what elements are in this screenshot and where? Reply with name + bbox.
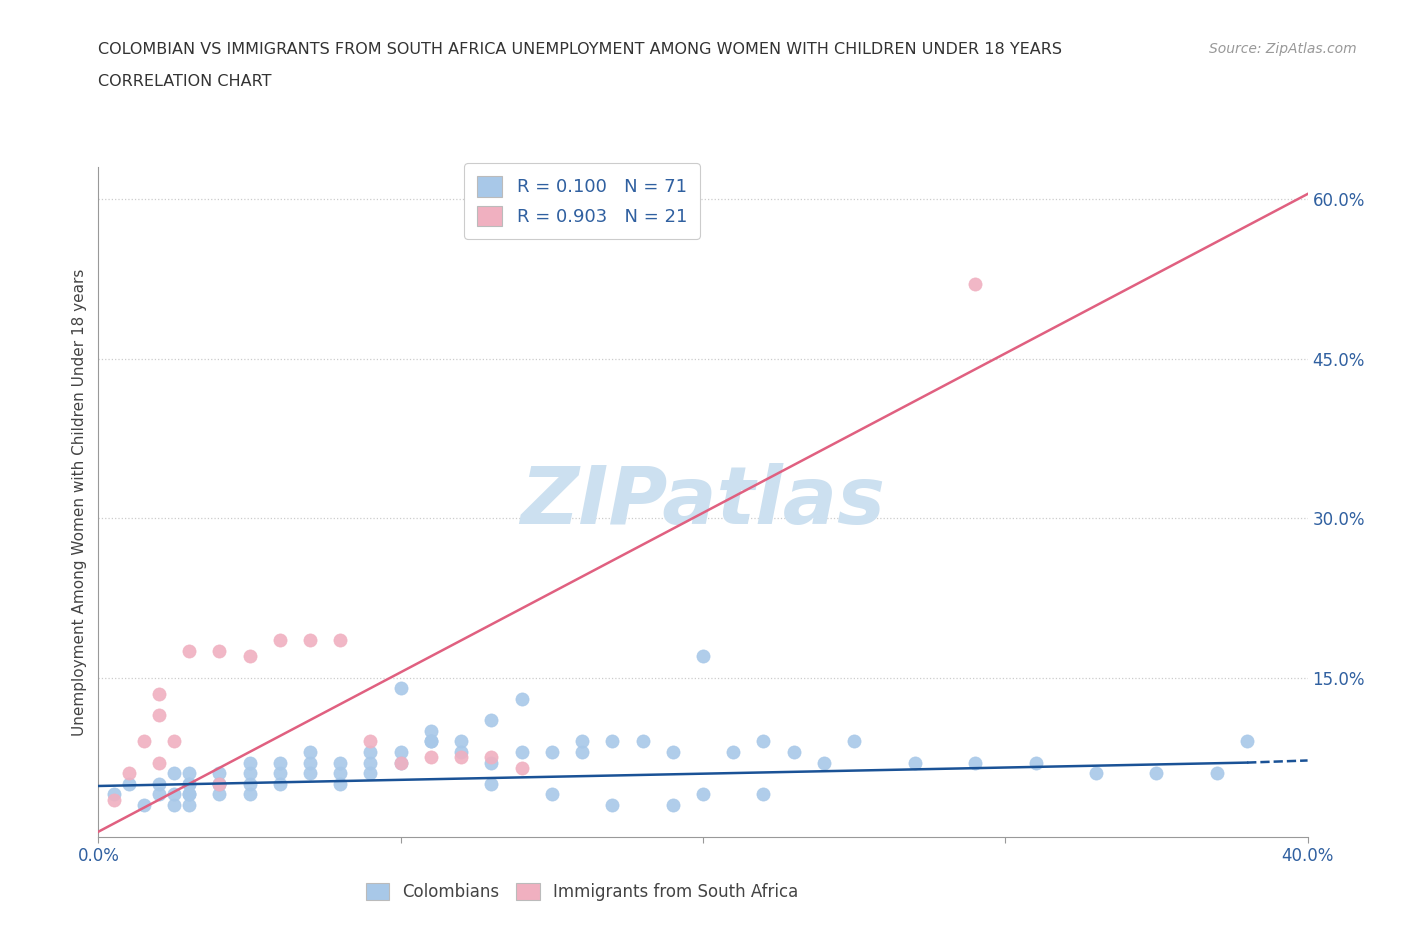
Point (329, 765, 352, 780)
Point (132, 798, 155, 813)
Point (752, 787, 775, 802)
Point (420, 734, 443, 749)
Point (239, 649, 262, 664)
Point (450, 745, 472, 760)
Point (118, 777, 141, 791)
Point (1206, 765, 1229, 780)
Point (1144, 765, 1167, 780)
Point (602, 734, 624, 749)
Point (208, 777, 231, 791)
Point (420, 734, 443, 749)
Point (389, 755, 412, 770)
Point (571, 734, 593, 749)
Point (179, 777, 201, 791)
Point (540, 787, 562, 802)
Point (602, 798, 624, 813)
Point (179, 787, 201, 802)
Text: ZIPatlas: ZIPatlas (520, 463, 886, 541)
Point (510, 745, 533, 760)
Point (1085, 765, 1108, 780)
Point (360, 765, 382, 780)
Point (179, 644, 201, 658)
Point (752, 734, 775, 749)
Text: Source: ZipAtlas.com: Source: ZipAtlas.com (1209, 42, 1357, 56)
Point (118, 765, 141, 780)
Point (540, 745, 562, 760)
Point (269, 755, 291, 770)
Point (163, 798, 186, 813)
Point (481, 777, 503, 791)
Y-axis label: Unemployment Among Women with Children Under 18 years: Unemployment Among Women with Children U… (72, 269, 87, 736)
Point (692, 649, 714, 664)
Point (662, 745, 685, 760)
Point (148, 708, 170, 723)
Point (692, 787, 714, 802)
Point (148, 755, 170, 770)
Point (329, 633, 352, 648)
Point (103, 787, 125, 802)
Point (208, 787, 231, 802)
Point (148, 787, 170, 802)
Point (269, 777, 291, 791)
Text: COLOMBIAN VS IMMIGRANTS FROM SOUTH AFRICA UNEMPLOYMENT AMONG WOMEN WITH CHILDREN: COLOMBIAN VS IMMIGRANTS FROM SOUTH AFRIC… (98, 42, 1063, 57)
Point (571, 745, 593, 760)
Point (239, 777, 262, 791)
Point (179, 765, 201, 780)
Point (179, 798, 201, 813)
Point (1024, 755, 1046, 770)
Point (904, 755, 927, 770)
Point (360, 755, 382, 770)
Point (148, 686, 170, 701)
Point (179, 787, 201, 802)
Point (1236, 734, 1258, 749)
Point (965, 755, 987, 770)
Text: CORRELATION CHART: CORRELATION CHART (98, 74, 271, 89)
Point (299, 633, 322, 648)
Point (239, 755, 262, 770)
Point (389, 681, 412, 696)
Point (299, 745, 322, 760)
Point (450, 734, 472, 749)
Point (360, 734, 382, 749)
Point (389, 755, 412, 770)
Point (329, 755, 352, 770)
Point (360, 745, 382, 760)
Point (299, 755, 322, 770)
Point (450, 750, 472, 764)
Point (631, 734, 654, 749)
Point (179, 777, 201, 791)
Point (239, 765, 262, 780)
Point (510, 691, 533, 706)
Point (132, 734, 155, 749)
Point (965, 277, 987, 292)
Point (208, 777, 231, 791)
Point (420, 750, 443, 764)
Point (481, 712, 503, 727)
Point (481, 755, 503, 770)
Point (269, 633, 291, 648)
Point (329, 777, 352, 791)
Point (299, 765, 322, 780)
Point (239, 787, 262, 802)
Point (208, 777, 231, 791)
Point (420, 724, 443, 738)
Legend: Colombians, Immigrants from South Africa: Colombians, Immigrants from South Africa (357, 874, 807, 909)
Point (783, 745, 806, 760)
Point (163, 787, 186, 802)
Point (208, 765, 231, 780)
Point (813, 755, 835, 770)
Point (481, 750, 503, 764)
Point (269, 765, 291, 780)
Point (510, 761, 533, 776)
Point (723, 745, 745, 760)
Point (208, 644, 231, 658)
Point (662, 798, 685, 813)
Point (103, 792, 125, 807)
Point (148, 777, 170, 791)
Point (389, 745, 412, 760)
Point (163, 765, 186, 780)
Point (844, 734, 866, 749)
Point (163, 734, 186, 749)
